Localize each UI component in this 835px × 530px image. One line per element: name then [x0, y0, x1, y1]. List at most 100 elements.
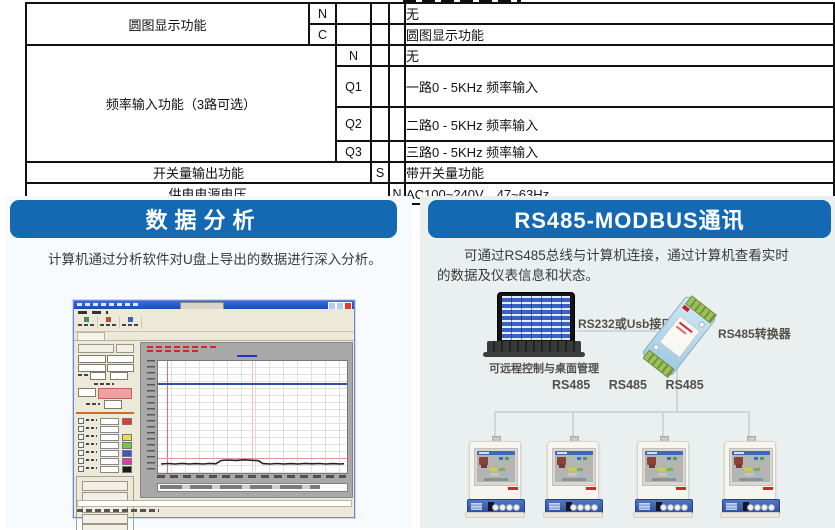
code-cell: S [370, 161, 390, 184]
open-data-button [78, 344, 114, 353]
date-field [78, 355, 106, 363]
action-button [82, 481, 128, 491]
table-row: 圆图显示功能 N 无 [25, 2, 835, 46]
device-drop-line [662, 412, 664, 438]
empty-code-cell [370, 23, 390, 46]
status-bar-text [77, 509, 159, 512]
rs485-modbus-panel: RS485-MODBUS通讯 可通过RS485总线与计算机连接，通过计算机查看实… [420, 196, 835, 528]
table-row: 开关量输出功能 S 带开关量功能 [25, 161, 835, 184]
converter-drop-line [676, 367, 678, 412]
laptop-base [483, 352, 585, 357]
empty-code-cell [388, 44, 406, 67]
action-button [82, 514, 128, 524]
menu-items [78, 311, 108, 314]
table-row: Q3 三路0 - 5KHz 频率输入 [26, 140, 835, 163]
row-label: 开关量输出功能 [25, 161, 372, 184]
empty-code-cell [388, 161, 406, 184]
recorder-device [543, 436, 603, 518]
empty-code-cell [335, 23, 372, 46]
scrollbar-thumb [160, 485, 320, 489]
empty-code-cell [388, 2, 406, 25]
channel-row [78, 434, 136, 441]
desc-cell: 无 [404, 44, 835, 67]
chart-title-blue [237, 355, 257, 357]
recorder-device [633, 436, 693, 518]
empty-code-cell [388, 140, 406, 163]
panel-title-banner: RS485-MODBUS通讯 [428, 200, 831, 238]
value-field [104, 400, 122, 409]
channel-select [78, 388, 96, 397]
code-cell: N [308, 2, 337, 25]
channel-row [78, 466, 136, 473]
chart-scrollbar [157, 483, 348, 492]
toolbar-button [98, 316, 120, 329]
bottom-scrollbar [77, 500, 352, 507]
chart-info-text-red [147, 350, 201, 352]
table-row: Q2 二路0 - 5KHz 频率输入 [26, 106, 835, 142]
screw-hole [697, 320, 707, 329]
y-axis-labels [147, 360, 155, 472]
app-control-sidebar [76, 342, 138, 530]
channel-row [78, 426, 136, 433]
cursor-line-red [167, 361, 168, 473]
desc-cell: 二路0 - 5KHz 频率输入 [404, 106, 835, 142]
trend-chart-area [140, 342, 353, 498]
app-title-text [77, 303, 139, 306]
channel-row [78, 418, 136, 425]
app-tab-strip [74, 332, 354, 341]
empty-code-cell [388, 65, 406, 108]
row-label: 圆图显示功能 [25, 2, 310, 46]
analysis-software-screenshot [73, 300, 355, 530]
code-cell: C [308, 23, 337, 46]
app-menu-bar [74, 309, 354, 315]
panel-description: 可通过RS485总线与计算机连接，通过计算机查看实时的数据及仪表信息和状态。 [437, 248, 789, 284]
panel-description: 计算机通过分析软件对U盘上导出的数据进行深入分析。 [48, 252, 382, 267]
empty-code-cell [388, 23, 406, 46]
code-cell: N [335, 44, 372, 67]
toolbar-button [120, 316, 142, 329]
clipped-table-row-remnant [403, 0, 521, 3]
laptop-screen [497, 292, 575, 344]
desc-cell: 带开关量功能 [404, 161, 835, 184]
rs232-link-line [577, 330, 657, 332]
converter-label: RS485转换器 [718, 327, 791, 341]
desc-cell: 无 [404, 2, 835, 25]
row-label: 频率输入功能（3路可选） [25, 44, 337, 163]
field-label [78, 374, 88, 376]
rs485-label: RS485 [552, 378, 591, 392]
date-field [78, 364, 106, 372]
code-cell: Q3 [335, 140, 372, 163]
time-field [107, 355, 134, 363]
code-cell: Q1 [335, 65, 372, 108]
empty-code-cell [370, 140, 390, 163]
empty-code-cell [370, 44, 390, 67]
screw-hole [651, 343, 661, 352]
interval-field [90, 372, 106, 380]
laptop-display [502, 296, 570, 340]
graph-tab [77, 332, 105, 340]
channel-row [78, 450, 136, 457]
rs485-label: RS485 [665, 378, 704, 392]
rs232-link-label: RS232或Usb接口 [578, 317, 674, 331]
device-drop-line [494, 412, 496, 438]
app-title-bar [74, 301, 354, 310]
desc-cell: 圆图显示功能 [404, 23, 835, 46]
laptop-caption: 可远程控制与桌面管理 [489, 363, 599, 375]
data-analysis-panel: 数据分析 计算机通过分析软件对U盘上导出的数据进行深入分析。 [5, 196, 412, 530]
blue-trace-line [158, 383, 347, 385]
x-axis-labels [157, 475, 346, 478]
table-row: C 圆图显示功能 [26, 23, 835, 46]
noisy-trace [160, 458, 345, 465]
plot-area [157, 360, 348, 474]
device-drop-line [572, 412, 574, 438]
empty-code-cell [388, 106, 406, 142]
rs485-bus-line [494, 411, 750, 413]
laptop-keyboard [487, 341, 581, 354]
code-cell: Q2 [335, 106, 372, 142]
empty-code-cell [370, 2, 390, 25]
cursor-line-pink [252, 361, 253, 473]
empty-code-cell [335, 2, 372, 25]
table-row: Q1 一路0 - 5KHz 频率输入 [26, 65, 835, 108]
rs485-label: RS485 [608, 378, 647, 392]
